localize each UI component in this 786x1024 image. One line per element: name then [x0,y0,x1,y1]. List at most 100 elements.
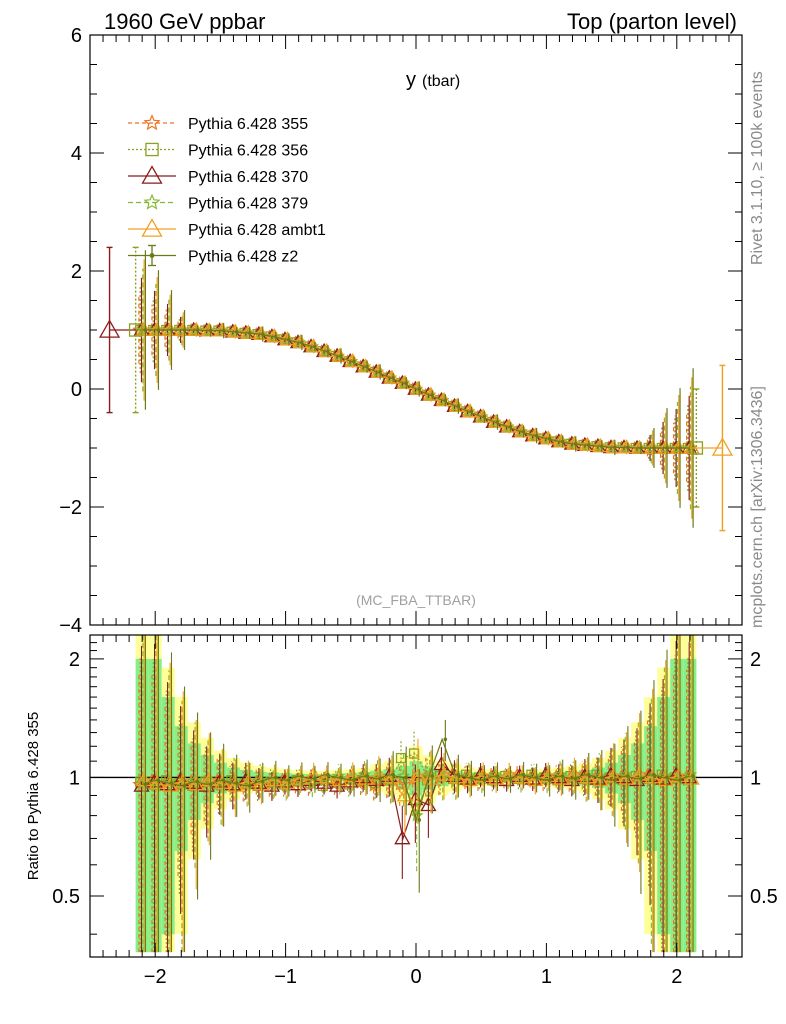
ratio-point [521,772,526,777]
inner-band-bin [644,726,658,852]
data-point [404,381,409,385]
data-point [560,439,565,444]
ratio-point [553,767,567,781]
ratio-point [657,769,672,782]
ratio-point [527,769,541,782]
ratio-point [227,777,244,792]
ratio-point [143,782,148,787]
ratio-point [365,774,369,778]
ratio-point [266,771,283,787]
ratio-y-tick-label: 0.5 [52,886,80,908]
ratio-point [394,830,411,845]
ratio-point [339,775,343,780]
legend-entry: Pythia 6.428 379 [128,193,308,213]
ratio-point [573,777,578,781]
legend-marker [141,218,163,237]
data-point [182,328,187,332]
ratio-point [417,818,422,822]
data-point [188,321,205,336]
legend-entry: Pythia 6.428 355 [128,114,308,133]
ratio-data-layer [90,635,742,953]
legend-marker [143,193,161,210]
data-point [339,354,343,358]
data-point [644,439,661,454]
data-point [208,328,213,333]
data-point [430,393,435,397]
ratio-point [391,772,395,777]
main-frame [89,34,743,626]
ratio-point [156,778,161,783]
legend-entry: Pythia 6.428 ambt1 [128,218,326,239]
data-point [469,409,474,414]
data-point [639,446,643,450]
ratio-point [395,752,407,764]
ratio-point [305,777,320,791]
header-process-label: Top (parton level) [567,9,737,34]
ratio-point [462,769,476,782]
ratio-point [214,774,231,789]
ratio-point [678,778,682,783]
analysis-watermark: (MC_FBA_TTBAR) [356,592,476,608]
data-point [521,429,526,434]
ratio-y-axis-label: Ratio to Pythia 6.428 355 [25,712,42,880]
ratio-point [626,774,630,778]
data-point [287,337,291,342]
data-point [657,439,674,454]
ratio-point [639,777,643,781]
ratio-point [383,769,400,784]
ratio-point [221,778,226,783]
data-point [365,364,369,369]
ratio-point [592,771,609,787]
x-tick-label: 0 [410,966,421,988]
ratio-point [162,777,179,792]
ratio-point [247,784,252,788]
ratio-point [188,773,202,786]
data-point [579,436,596,451]
ratio-point [560,774,565,778]
ratio-point [326,772,330,777]
x-tick-label: 2 [671,966,682,988]
data-point [247,331,252,335]
ratio-point [683,767,698,781]
series-line [142,329,690,449]
ratio-point [600,775,604,780]
legend-marker [141,165,163,184]
edge-point [98,319,121,338]
edge-point [128,323,143,337]
ratio-point [691,774,695,778]
edge-point-group [128,246,143,414]
ratio-point [461,771,479,787]
data-point [626,445,630,450]
legend-label: Pythia 6.428 355 [188,116,308,133]
ratio-point [657,771,674,787]
inner-band-bin [657,697,671,935]
inner-band-bin [148,658,162,953]
data-point [391,375,395,380]
y-tick-label: 0 [71,379,82,401]
data-point [670,439,687,454]
ratio-axes: 0.5 0.5 1 1 2 2 −2 −1 0 1 2 [52,635,778,988]
data-point [600,444,604,449]
data-point [143,328,148,332]
ratio-point [586,772,591,777]
ratio-point [618,770,635,785]
data-point [162,321,179,336]
data-point [195,328,200,332]
x-tick-label: −2 [144,966,167,988]
data-point [547,436,552,441]
legend-marker [149,253,155,258]
inner-band-bin [161,697,175,935]
data-point [443,398,448,403]
edge-point [711,437,734,456]
y-tick-label: −4 [59,615,82,637]
plot-title: y [406,69,416,91]
ratio-point [357,770,374,785]
ratio-point [169,781,174,785]
data-point [534,433,539,438]
ratio-point [162,774,176,788]
data-point [566,435,583,450]
inner-band-bin [135,658,149,953]
y-tick-label: −2 [59,497,82,519]
legend-label: Pythia 6.428 379 [188,196,308,213]
